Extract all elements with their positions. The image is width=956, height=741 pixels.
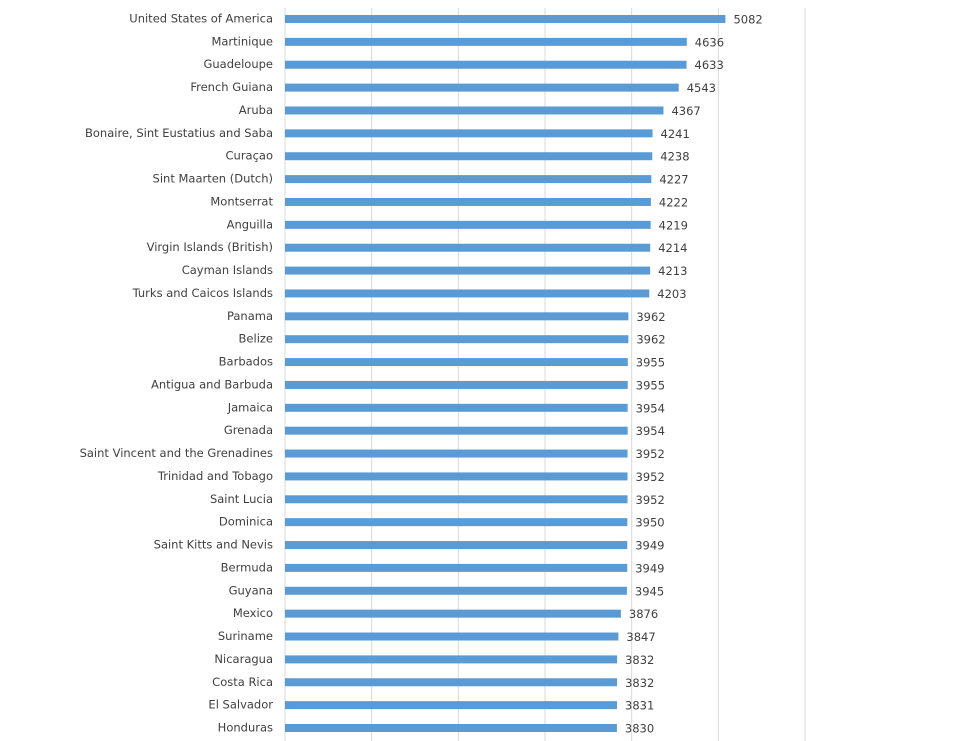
bar <box>285 472 628 481</box>
category-label: Jamaica <box>227 400 273 414</box>
category-label: Trinidad and Tobago <box>157 469 273 483</box>
bar <box>285 243 651 252</box>
category-label: Saint Lucia <box>210 492 273 506</box>
category-label: Grenada <box>224 423 273 437</box>
bar <box>285 449 628 458</box>
value-label: 3952 <box>636 470 665 484</box>
category-label: Panama <box>227 309 273 323</box>
bar <box>285 106 664 115</box>
value-label: 3949 <box>635 539 664 553</box>
bar <box>285 266 651 275</box>
value-label: 4367 <box>671 104 700 118</box>
value-label: 4241 <box>661 127 690 141</box>
value-label: 3876 <box>629 607 658 621</box>
bar <box>285 83 679 92</box>
category-label: Aruba <box>239 103 273 117</box>
value-label: 4543 <box>687 81 716 95</box>
category-label: Anguilla <box>227 217 273 231</box>
category-label: United States of America <box>129 12 273 26</box>
bar <box>285 609 621 618</box>
value-label: 4238 <box>660 150 689 164</box>
value-label: 3955 <box>636 356 665 370</box>
value-label: 4213 <box>658 264 687 278</box>
value-label: 4219 <box>659 218 688 232</box>
value-label: 3954 <box>636 424 665 438</box>
value-label: 3955 <box>636 378 665 392</box>
category-label: Dominica <box>219 515 273 529</box>
value-label: 4214 <box>658 241 687 255</box>
value-label: 3832 <box>625 676 654 690</box>
category-label: Bermuda <box>221 560 273 574</box>
category-label: Martinique <box>211 34 273 48</box>
bar <box>285 403 628 412</box>
value-label: 3832 <box>625 653 654 667</box>
bar <box>285 678 618 687</box>
bar <box>285 426 628 435</box>
category-label: Saint Kitts and Nevis <box>154 538 273 552</box>
value-label: 3831 <box>625 699 654 713</box>
value-label: 3954 <box>636 401 665 415</box>
value-label: 3945 <box>635 584 664 598</box>
value-label: 3950 <box>635 516 664 530</box>
bar <box>285 37 687 46</box>
value-label: 3949 <box>635 561 664 575</box>
bar <box>285 197 651 206</box>
category-label: El Salvador <box>208 698 273 712</box>
bar <box>285 724 617 732</box>
category-label: Sint Maarten (Dutch) <box>153 172 273 186</box>
value-label: 4227 <box>659 173 688 187</box>
value-label: 3962 <box>636 333 665 347</box>
category-label: French Guiana <box>190 80 273 94</box>
bar <box>285 655 618 664</box>
bar <box>285 312 629 321</box>
category-label: Turks and Caicos Islands <box>132 286 273 300</box>
category-label: Nicaragua <box>214 652 273 666</box>
bar <box>285 129 653 138</box>
category-label: Antigua and Barbuda <box>151 377 273 391</box>
bar <box>285 541 628 550</box>
bar <box>285 586 627 595</box>
value-label: 4636 <box>695 35 724 49</box>
value-label: 5082 <box>733 13 762 27</box>
bar <box>285 701 618 710</box>
category-label: Montserrat <box>210 194 273 208</box>
value-label: 3952 <box>636 447 665 461</box>
category-label: Curaçao <box>226 149 274 163</box>
category-label: Virgin Islands (British) <box>147 240 273 254</box>
bar <box>285 220 651 229</box>
bar <box>285 60 687 69</box>
bar <box>285 152 653 161</box>
bar <box>285 175 652 184</box>
category-label: Bonaire, Sint Eustatius and Saba <box>85 126 273 140</box>
category-label: Saint Vincent and the Grenadines <box>80 446 273 460</box>
category-label: Suriname <box>218 629 273 643</box>
value-label: 4203 <box>657 287 686 301</box>
bar <box>285 495 628 504</box>
category-label: Guadeloupe <box>203 57 273 71</box>
bar <box>285 289 650 298</box>
bar <box>285 632 619 641</box>
bar <box>285 15 726 23</box>
value-label: 3847 <box>626 630 655 644</box>
value-label: 3952 <box>636 493 665 507</box>
value-label: 3962 <box>636 310 665 324</box>
category-label: Cayman Islands <box>182 263 273 277</box>
bar <box>285 380 628 389</box>
value-label: 4633 <box>695 58 724 72</box>
value-label: 3830 <box>625 722 654 736</box>
category-label: Guyana <box>229 583 273 597</box>
bar <box>285 358 628 367</box>
category-label: Mexico <box>233 606 273 620</box>
category-label: Costa Rica <box>212 675 273 689</box>
bar <box>285 335 629 344</box>
bar <box>285 518 628 527</box>
category-label: Belize <box>239 332 273 346</box>
value-label: 4222 <box>659 195 688 209</box>
category-label: Honduras <box>218 721 273 735</box>
category-label: Barbados <box>219 355 273 369</box>
bar <box>285 563 628 572</box>
